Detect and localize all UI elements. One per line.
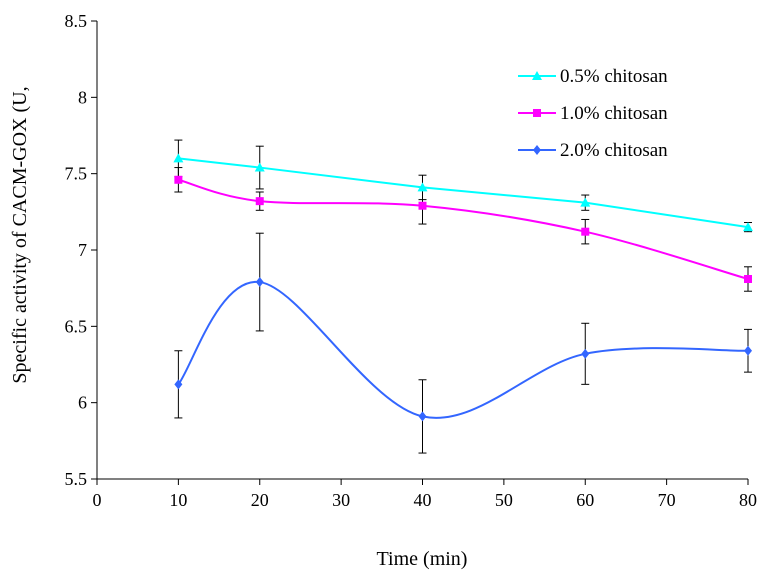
- y-tick-label: 7.5: [65, 164, 88, 184]
- data-point: [255, 197, 264, 206]
- data-point: [173, 153, 184, 163]
- legend-marker: [532, 71, 542, 80]
- axes: 5.5 6 6.5 7 7.5 8 8.5 0 10 20 30 40 50 60 70 80: [65, 11, 758, 510]
- data-point: [417, 182, 428, 192]
- series-markers: [173, 153, 753, 422]
- data-point: [255, 277, 264, 288]
- data-point: [254, 162, 265, 172]
- series-line: [177, 281, 749, 419]
- data-point: [743, 222, 753, 232]
- legend-marker: [533, 145, 541, 155]
- data-point: [581, 227, 590, 236]
- y-tick-label: 5.5: [65, 469, 88, 489]
- error-bars: [174, 139, 752, 454]
- x-tick-label: 60: [576, 490, 594, 510]
- x-tick-label: 20: [251, 490, 269, 510]
- y-tick-label: 8: [78, 87, 87, 107]
- y-tick-label: 7: [78, 240, 87, 260]
- x-tick-label: 30: [332, 490, 350, 510]
- x-tick-label: 80: [739, 490, 757, 510]
- legend-label: 2.0% chitosan: [560, 140, 668, 161]
- x-tick-label: 40: [414, 490, 432, 510]
- y-axis-label: Specific activity of CACM-GOX (U,: [9, 86, 31, 383]
- y-tick-label: 6.5: [65, 316, 88, 336]
- x-tick-label: 0: [93, 490, 102, 510]
- data-point: [744, 275, 752, 284]
- data-point: [418, 201, 427, 210]
- x-tick-label: 10: [169, 490, 187, 510]
- legend-label: 1.0% chitosan: [560, 103, 668, 124]
- x-tick-label: 70: [658, 490, 676, 510]
- data-point: [581, 348, 590, 359]
- data-point: [174, 175, 183, 184]
- data-point: [174, 379, 183, 390]
- legend: 0.5% chitosan 1.0% chitosan 2.0% chitosan: [518, 66, 668, 161]
- data-point: [418, 411, 427, 422]
- data-point: [580, 197, 591, 207]
- legend-label: 0.5% chitosan: [560, 66, 668, 87]
- data-point: [744, 345, 752, 356]
- y-tick-label: 6: [78, 393, 87, 413]
- series-line: [178, 178, 749, 280]
- series-line: [178, 157, 749, 229]
- series-lines: [177, 157, 749, 419]
- y-tick-label: 8.5: [65, 11, 88, 31]
- legend-marker: [533, 109, 541, 117]
- x-tick-label: 50: [495, 490, 513, 510]
- x-axis-label: Time (min): [377, 548, 468, 570]
